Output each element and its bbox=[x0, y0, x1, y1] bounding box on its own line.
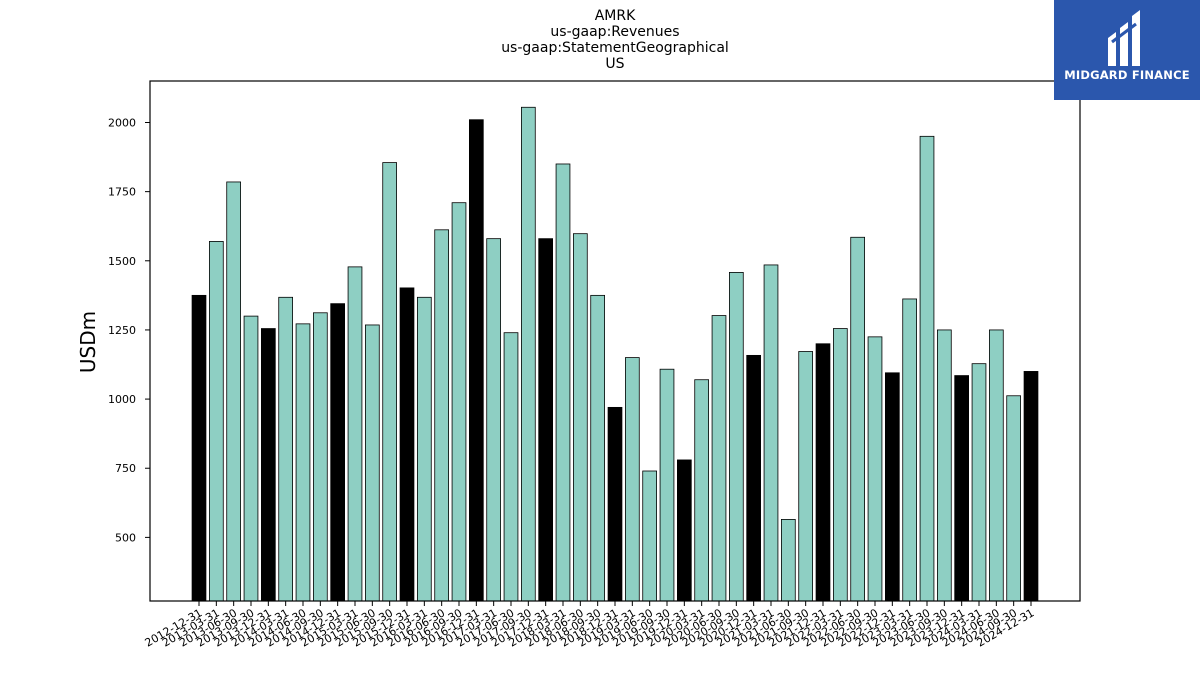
bar-2021-09-30 bbox=[798, 351, 814, 602]
y-axis-label: USDm bbox=[76, 311, 100, 373]
x-axis-ticks: 2012-12-312013-03-312013-06-302013-09-30… bbox=[143, 601, 1037, 650]
y-tick-label: 1500 bbox=[108, 255, 136, 268]
bar-2014-06-30 bbox=[295, 323, 311, 602]
bar-2015-12-31 bbox=[399, 287, 415, 602]
brand-logo: MIDGARD FINANCE bbox=[1054, 0, 1200, 100]
bar-2023-06-30 bbox=[919, 135, 935, 602]
bar-2022-12-31 bbox=[885, 372, 900, 602]
bar-2024-03-31 bbox=[971, 363, 987, 602]
bar-2017-09-30 bbox=[521, 106, 536, 602]
bar-2014-12-31 bbox=[330, 303, 346, 602]
y-axis-ticks: 500 750 1000 1250 1500 1750 2000 bbox=[108, 116, 150, 544]
bar-2015-06-30 bbox=[364, 324, 380, 602]
bar-2022-06-30 bbox=[850, 236, 866, 602]
bar-2020-09-30 bbox=[729, 272, 744, 602]
bar-2021-12-31 bbox=[815, 343, 831, 602]
bar-2024-09-30 bbox=[1006, 395, 1022, 602]
bar-2015-03-31 bbox=[347, 266, 363, 602]
bar-2018-06-30 bbox=[573, 233, 588, 602]
chart-title: AMRK us-gaap:Revenues us-gaap:StatementG… bbox=[501, 8, 729, 72]
bar-2018-09-30 bbox=[590, 294, 606, 602]
title-line-3: us-gaap:StatementGeographical bbox=[501, 40, 729, 56]
bar-2015-09-30 bbox=[382, 162, 398, 602]
bar-2023-03-31 bbox=[902, 298, 918, 602]
bar-2013-12-31 bbox=[260, 328, 276, 602]
y-tick-label: 1250 bbox=[108, 324, 136, 337]
y-tick-label: 2000 bbox=[108, 116, 136, 129]
bar-2017-03-31 bbox=[486, 238, 502, 602]
bar-2013-06-30 bbox=[226, 181, 242, 602]
bar-2024-06-30 bbox=[989, 329, 1004, 602]
plot-frame bbox=[149, 80, 1081, 602]
bar-2019-06-30 bbox=[642, 470, 658, 602]
y-tick-label: 1750 bbox=[108, 186, 136, 199]
bars-group bbox=[191, 106, 1039, 602]
bar-2016-03-31 bbox=[416, 296, 432, 602]
bar-2013-03-31 bbox=[208, 241, 224, 602]
bar-2023-09-30 bbox=[937, 329, 952, 602]
bar-2013-09-30 bbox=[243, 315, 259, 602]
bar-2016-09-30 bbox=[451, 202, 467, 602]
bar-2021-06-30 bbox=[781, 519, 796, 602]
bar-2022-09-30 bbox=[867, 336, 883, 602]
bar-2019-09-30 bbox=[659, 368, 675, 602]
bar-2020-03-31 bbox=[694, 379, 710, 602]
title-line-2: us-gaap:Revenues bbox=[550, 24, 679, 40]
bar-2014-03-31 bbox=[278, 296, 294, 602]
title-line-4: US bbox=[605, 56, 624, 72]
y-tick-label: 500 bbox=[115, 531, 136, 544]
bar-2016-12-31 bbox=[468, 119, 484, 602]
bar-2019-03-31 bbox=[625, 357, 640, 602]
bar-2021-03-31 bbox=[763, 264, 779, 602]
bar-2014-09-30 bbox=[312, 312, 328, 602]
y-tick-label: 1000 bbox=[108, 393, 136, 406]
bar-2018-12-31 bbox=[607, 406, 623, 602]
bar-2024-12-31 bbox=[1023, 371, 1039, 602]
title-line-1: AMRK bbox=[595, 8, 636, 24]
bar-2019-12-31 bbox=[677, 459, 692, 602]
bar-2012-12-31 bbox=[191, 294, 207, 602]
bar-2023-12-31 bbox=[954, 375, 970, 602]
y-tick-label: 750 bbox=[115, 462, 136, 475]
bar-2017-06-30 bbox=[503, 332, 519, 602]
bar-2016-06-30 bbox=[434, 229, 450, 602]
bar-2020-12-31 bbox=[746, 354, 762, 602]
logo-text: MIDGARD FINANCE bbox=[1064, 68, 1190, 82]
bar-2020-06-30 bbox=[711, 315, 727, 602]
bar-2017-12-31 bbox=[538, 238, 554, 602]
bar-2022-03-31 bbox=[833, 328, 848, 602]
bar-2018-03-31 bbox=[555, 163, 571, 602]
logo-mark-icon bbox=[1108, 10, 1140, 66]
